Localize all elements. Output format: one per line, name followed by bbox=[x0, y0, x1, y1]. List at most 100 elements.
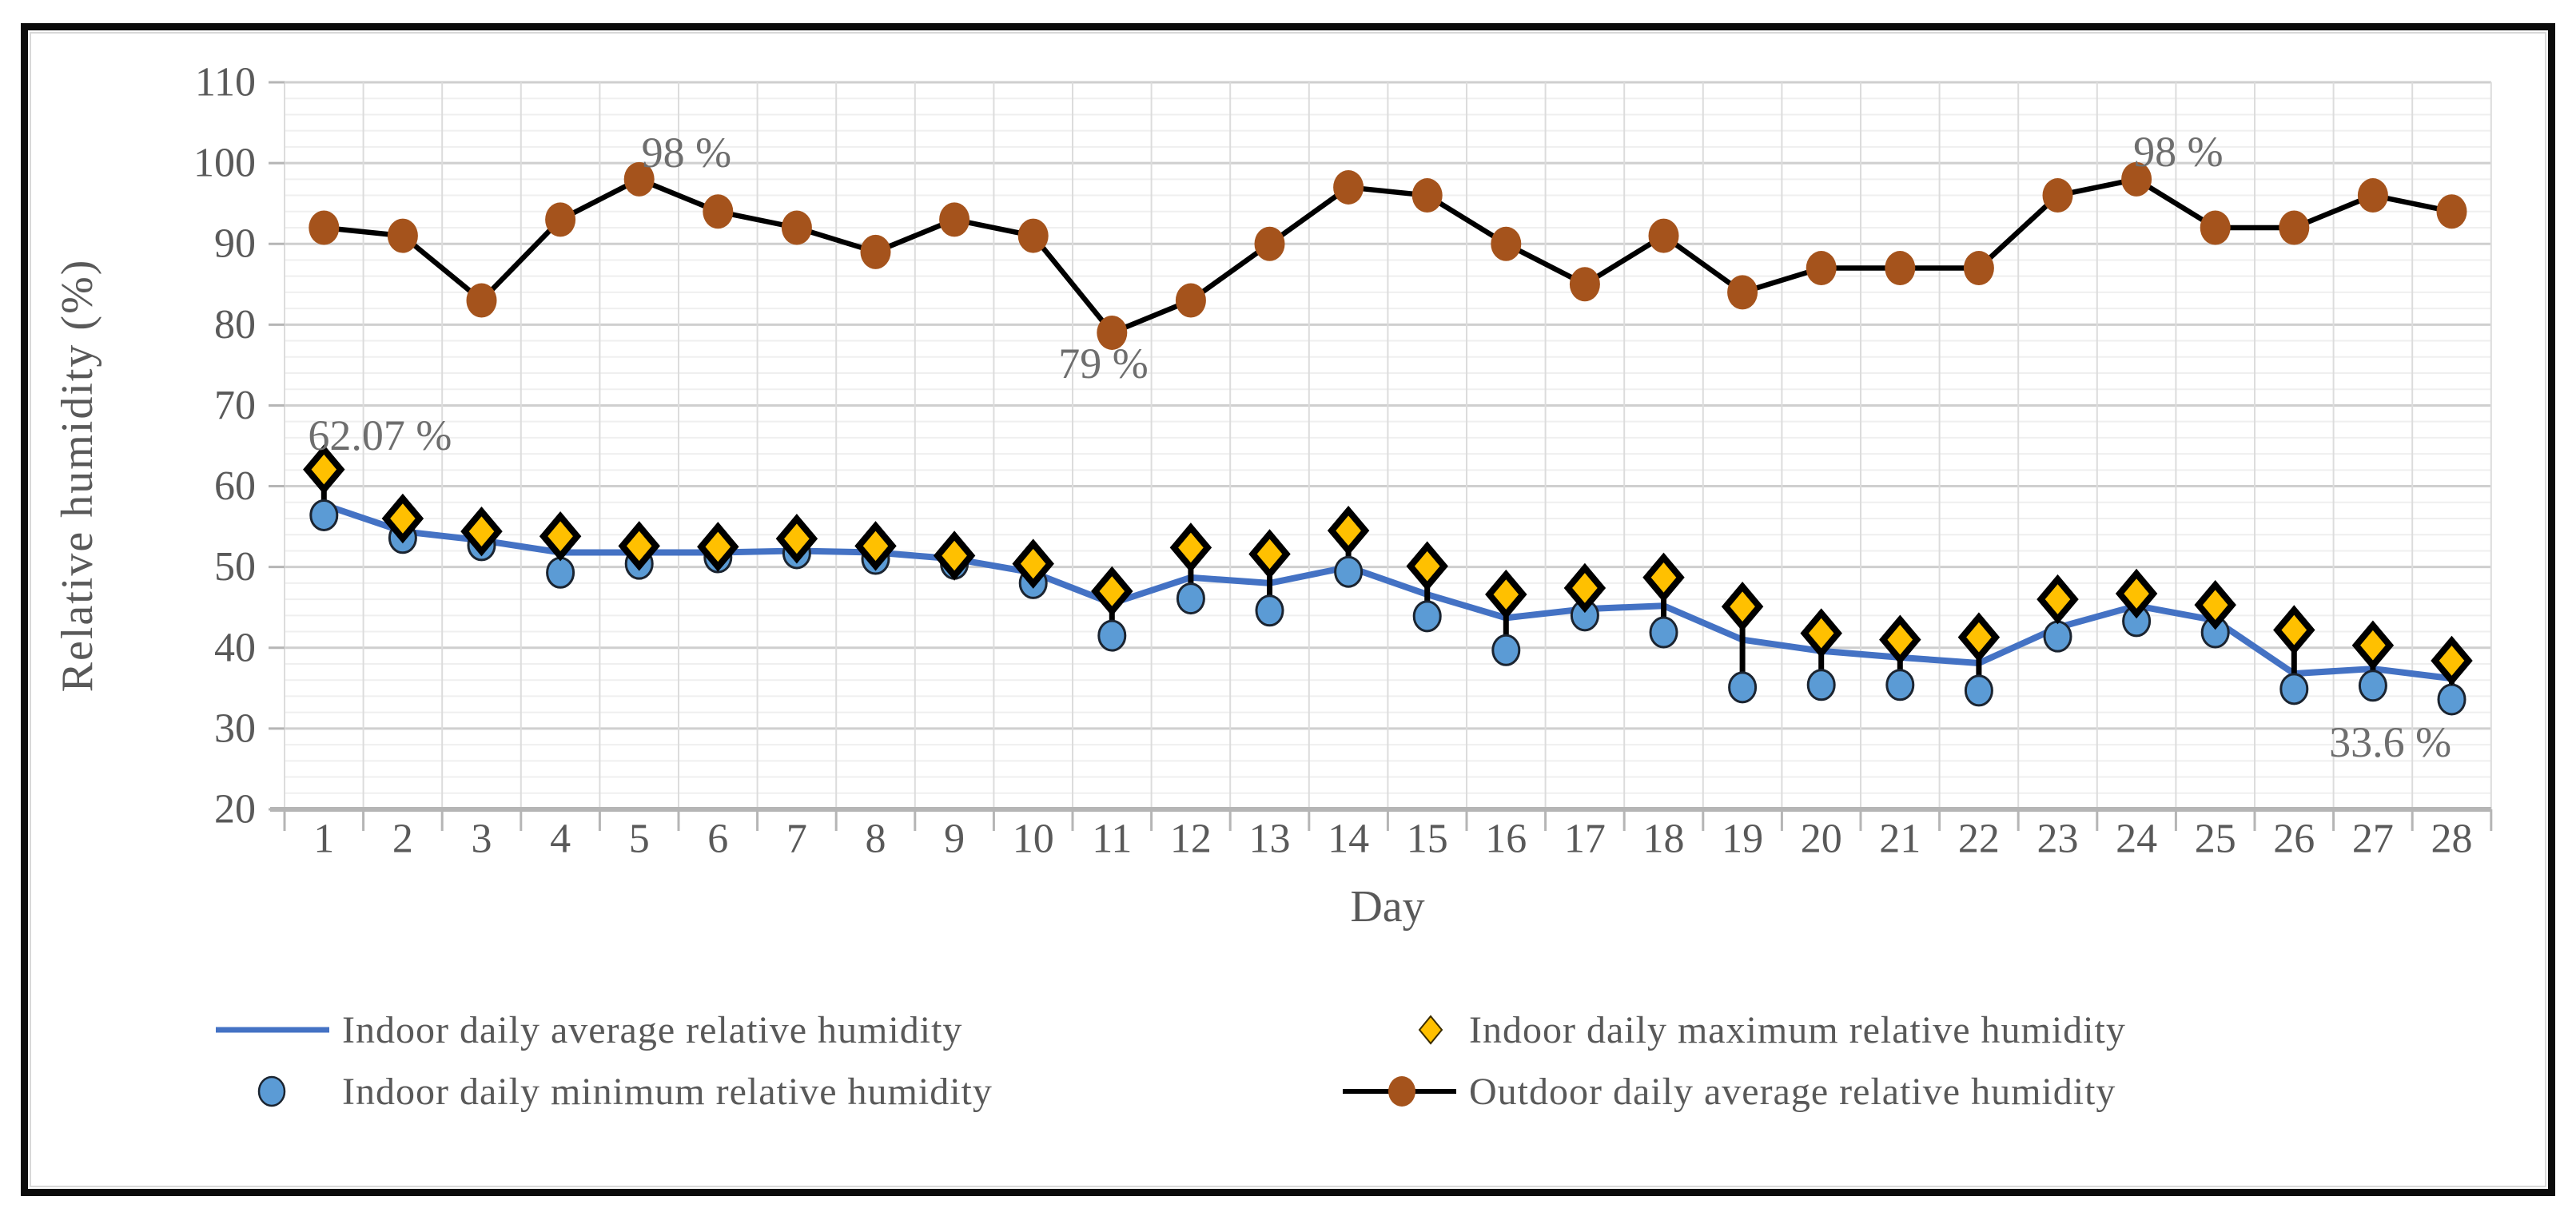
indoor-min-marker bbox=[1806, 669, 1836, 701]
legend-diamond-swatch-icon bbox=[1418, 1015, 1443, 1045]
x-tick-label: 15 bbox=[1407, 817, 1448, 862]
indoor-max-marker bbox=[381, 493, 424, 544]
x-tick-label: 5 bbox=[629, 817, 650, 862]
outdoor-marker bbox=[1175, 283, 1206, 318]
indoor-max-marker bbox=[1091, 566, 1133, 617]
indoor-min-marker bbox=[1255, 594, 1284, 627]
y-tick-label: 80 bbox=[214, 302, 256, 348]
indoor-max-marker bbox=[303, 444, 345, 495]
legend-circle-swatch-icon bbox=[257, 1075, 286, 1107]
x-tick-label: 28 bbox=[2431, 817, 2473, 862]
indoor-min-marker bbox=[2437, 683, 2467, 716]
outdoor-marker bbox=[2436, 194, 2467, 229]
indoor-min-marker bbox=[2279, 673, 2309, 705]
indoor-max-marker bbox=[1957, 612, 2001, 662]
indoor-min-marker bbox=[1097, 619, 1127, 652]
indoor-min-marker bbox=[546, 556, 575, 589]
indoor-max-marker bbox=[1485, 569, 1527, 620]
y-tick-label: 60 bbox=[214, 463, 256, 509]
outdoor-marker bbox=[623, 161, 655, 197]
x-tick-label: 24 bbox=[2116, 817, 2157, 862]
indoor-max-markers bbox=[303, 444, 2473, 686]
indoor-max-marker bbox=[1406, 541, 1448, 591]
outdoor-marker bbox=[1963, 251, 1994, 286]
indoor-min-marker bbox=[1491, 634, 1521, 666]
x-tick-label: 19 bbox=[1722, 817, 1763, 862]
indoor-min-marker bbox=[1728, 671, 1758, 704]
indoor-max-marker bbox=[1169, 523, 1212, 573]
x-tick-label: 2 bbox=[392, 817, 413, 862]
indoor-min-marker bbox=[309, 499, 339, 531]
x-tick-label: 4 bbox=[550, 817, 571, 862]
legend-line-swatch-icon bbox=[216, 1027, 329, 1033]
x-tick-label: 26 bbox=[2273, 817, 2315, 862]
vertical-gridlines bbox=[284, 82, 2492, 809]
annotation-label: 98 % bbox=[642, 129, 731, 177]
x-tick-label: 9 bbox=[944, 817, 965, 862]
figure-border bbox=[21, 23, 2555, 1196]
outdoor-markers bbox=[309, 161, 2467, 350]
outdoor-marker bbox=[1569, 267, 1600, 302]
indoor-max-marker bbox=[460, 506, 503, 557]
indoor-max-marker bbox=[1800, 608, 1842, 658]
outdoor-marker bbox=[703, 194, 734, 229]
outdoor-marker bbox=[2279, 210, 2310, 245]
outdoor-marker bbox=[1648, 218, 1679, 253]
outdoor-marker bbox=[387, 218, 418, 253]
x-tick-label: 3 bbox=[472, 817, 492, 862]
legend-label: Indoor daily minimum relative humidity bbox=[342, 1070, 993, 1113]
outdoor-marker bbox=[1254, 226, 1285, 261]
indoor-max-marker bbox=[1879, 614, 1921, 665]
outdoor-marker bbox=[2357, 178, 2388, 213]
x-tick-label: 13 bbox=[1249, 817, 1291, 862]
x-tick-label: 18 bbox=[1643, 817, 1685, 862]
outdoor-marker bbox=[2200, 210, 2231, 245]
outdoor-marker bbox=[1333, 169, 1364, 205]
indoor-min-marker bbox=[1649, 616, 1678, 649]
indoor-max-marker bbox=[1327, 505, 1370, 556]
outdoor-marker bbox=[1885, 251, 1916, 286]
outdoor-marker bbox=[545, 202, 576, 237]
y-tick-label: 40 bbox=[214, 625, 256, 670]
indoor-min-marker bbox=[1334, 555, 1364, 588]
indoor-max-marker bbox=[2115, 568, 2158, 619]
indoor-max-marker bbox=[539, 511, 582, 562]
annotations: 62.07 % 98 % 79 % 98 % 33.6 % bbox=[308, 128, 2451, 766]
x-tick-label: 16 bbox=[1485, 817, 1527, 862]
annotation-label: 98 % bbox=[2133, 128, 2223, 176]
outdoor-marker bbox=[1806, 251, 1837, 286]
x-axis-title: Day bbox=[1350, 882, 1425, 932]
y-tick-label: 20 bbox=[214, 786, 256, 832]
indoor-max-marker bbox=[697, 522, 739, 572]
x-tick-label: 22 bbox=[1958, 817, 2000, 862]
x-tick-label: 7 bbox=[786, 817, 807, 862]
outdoor-average-line bbox=[323, 177, 2453, 336]
annotation-label: 62.07 % bbox=[308, 411, 452, 459]
legend-item-indoor-minimum: Indoor daily minimum relative humidity bbox=[209, 1063, 993, 1119]
y-tick-label: 70 bbox=[214, 383, 256, 428]
legend-line-circle-swatch-icon bbox=[1343, 1076, 1456, 1107]
indoor-min-marker bbox=[2043, 620, 2072, 653]
x-tick-label: 8 bbox=[866, 817, 886, 862]
legend-item-outdoor-average: Outdoor daily average relative humidity bbox=[1336, 1063, 2116, 1119]
indoor-max-marker bbox=[1248, 529, 1291, 579]
indoor-max-marker bbox=[933, 531, 976, 581]
outdoor-marker bbox=[1017, 218, 1049, 253]
x-tick-label: 11 bbox=[1092, 817, 1132, 862]
outdoor-marker bbox=[939, 202, 970, 237]
x-tick-label: 20 bbox=[1801, 817, 1842, 862]
y-tick-label: 30 bbox=[214, 705, 256, 751]
y-tick-labels: 110 100 90 80 70 60 50 40 30 20 bbox=[193, 60, 256, 833]
x-tick-label: 27 bbox=[2352, 817, 2394, 862]
indoor-min-marker bbox=[2358, 670, 2387, 702]
indoor-min-marker bbox=[1176, 582, 1205, 615]
indoor-max-marker bbox=[2037, 574, 2079, 625]
figure-inner-border bbox=[30, 32, 2546, 1187]
x-tick-label: 25 bbox=[2195, 817, 2236, 862]
indoor-min-marker bbox=[1885, 669, 1915, 701]
outdoor-marker bbox=[2121, 161, 2152, 197]
axes-and-ticks bbox=[269, 81, 2493, 831]
outdoor-marker bbox=[1491, 226, 1522, 261]
